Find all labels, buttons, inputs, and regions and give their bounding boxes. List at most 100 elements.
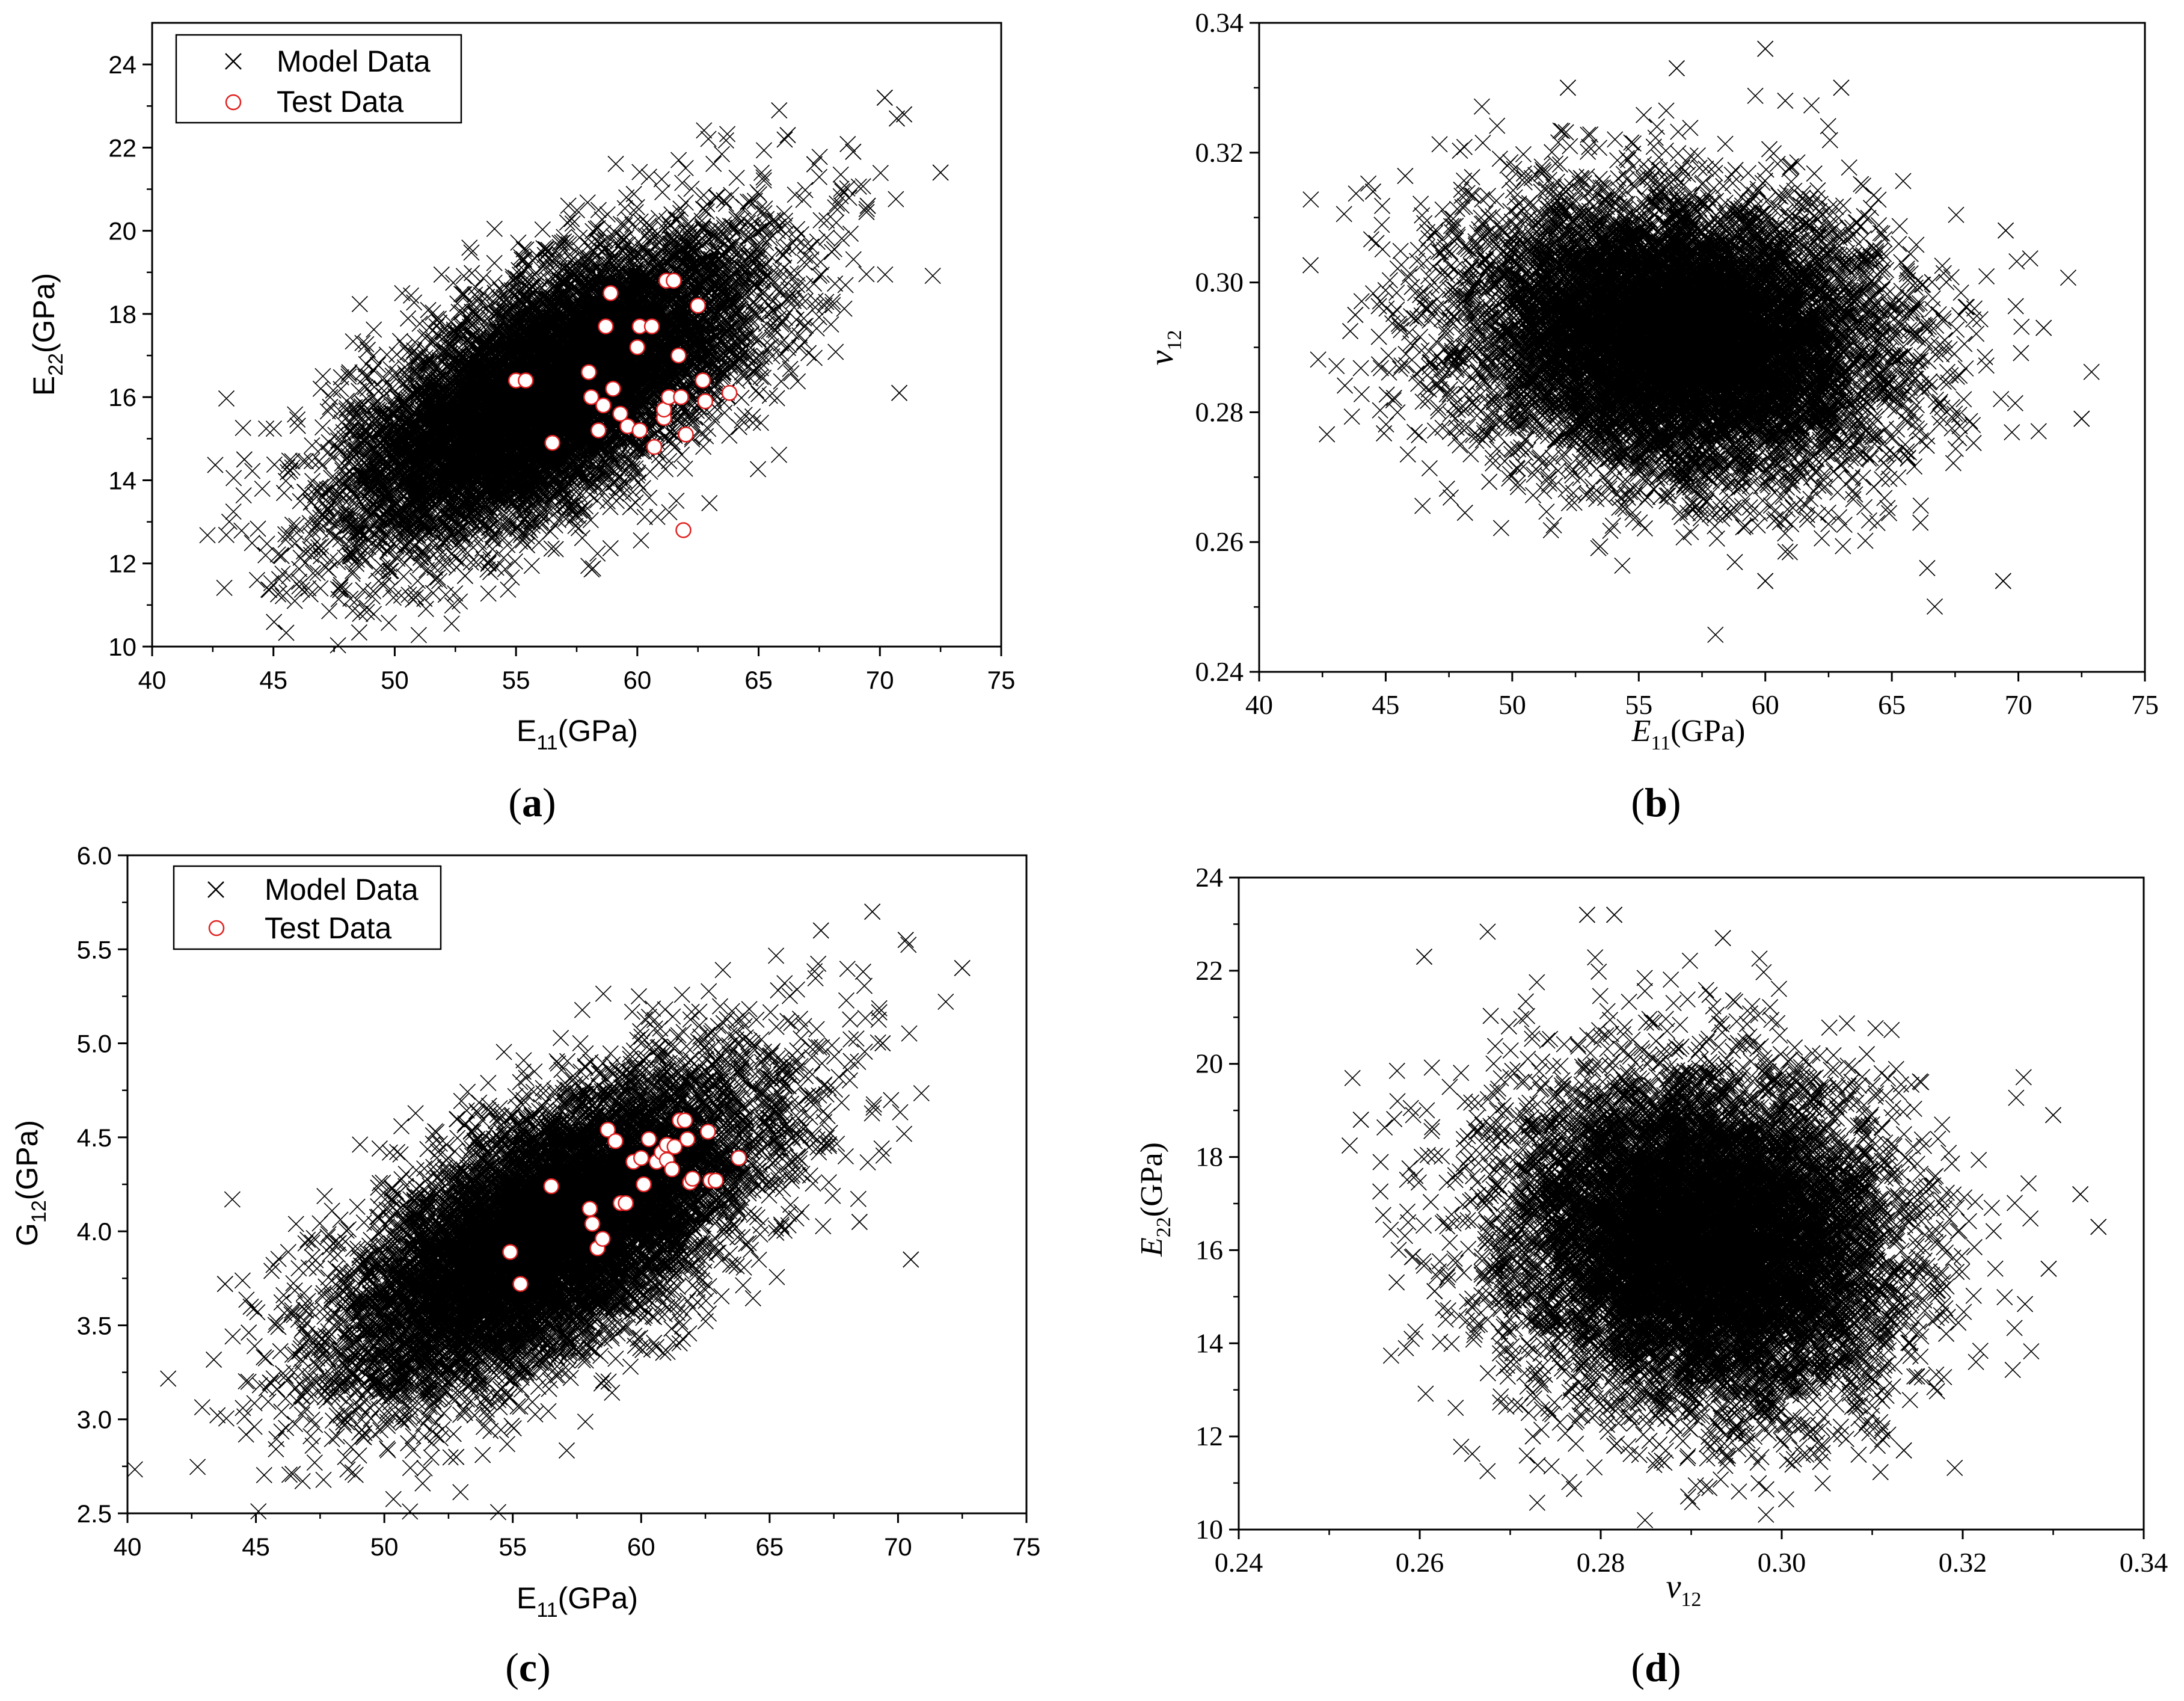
plot-border	[151, 22, 1002, 648]
model-point	[1347, 306, 1364, 324]
model-outlier-points	[236, 89, 949, 585]
model-point	[1997, 222, 2014, 239]
panel-d: 0.24 0.26 0.28 0.30 0.32 0.34 10 12 14 16 18 20 22 2…	[1135, 862, 2168, 1690]
y-tick-label: 22	[1195, 955, 1223, 986]
x-tick-label: 65	[744, 666, 773, 694]
x-tick-labels: 40 45 50 55 60 65 70 75	[138, 666, 1016, 694]
x-tick-label: 40	[1245, 689, 1273, 720]
test-point	[731, 1149, 747, 1166]
model-point	[1668, 60, 1686, 77]
y-tick-label: 18	[108, 300, 136, 328]
panel-b: 40 45 50 55 60 65 70 75 0.24 0.26 0.28 0.30 0.32 0.3…	[1143, 7, 2159, 825]
y-axis-label: G12(GPa)	[10, 1120, 51, 1246]
test-point	[684, 1170, 701, 1187]
y-tick-label: 20	[1195, 1048, 1223, 1079]
model-point	[932, 164, 949, 181]
y-tick-label: 10	[1195, 1514, 1223, 1545]
x-tick-labels: 0.24 0.26 0.28 0.30 0.32 0.34	[1215, 1547, 2168, 1578]
y-tick-label: 0.26	[1195, 526, 1244, 557]
legend-label-test: Test Data	[265, 911, 391, 945]
y-tick-label: 0.30	[1195, 267, 1244, 298]
y-tick-label: 0.34	[1195, 7, 1244, 38]
test-point	[590, 422, 607, 438]
x-tick-label: 75	[987, 666, 1016, 694]
test-point	[598, 318, 614, 334]
model-point	[374, 559, 391, 576]
test-point	[605, 381, 621, 397]
model-point	[845, 143, 862, 160]
y-tick-label: 5.5	[77, 935, 112, 964]
y-tick-label: 12	[1195, 1421, 1223, 1451]
model-point	[1833, 79, 1850, 96]
y-tick-label: 0.28	[1195, 396, 1244, 427]
y-tick-label: 5.0	[77, 1030, 112, 1058]
test-point	[595, 397, 612, 414]
x-tick-label: 0.28	[1577, 1547, 1625, 1578]
plot-border	[126, 854, 1028, 1515]
model-point	[1606, 906, 1623, 923]
axis-ticks	[1229, 876, 2145, 1539]
panel-c: 40 45 50 55 60 65 70 75 2.5 3.0 3.5 4.0 4.5 5.0 5.5 6.…	[10, 841, 1040, 1690]
x-tick-label: 70	[884, 1533, 912, 1561]
test-point	[629, 339, 646, 355]
model-point	[448, 1448, 465, 1465]
legend-box	[175, 34, 462, 124]
test-point	[670, 347, 687, 364]
test-point	[502, 1244, 518, 1260]
model-point	[2044, 1107, 2062, 1124]
y-tick-label: 4.5	[77, 1124, 112, 1152]
model-point	[806, 156, 823, 173]
legend-label-test: Test Data	[277, 85, 403, 118]
test-point	[631, 422, 648, 438]
x-tick-label: 55	[1625, 689, 1652, 720]
x-tick-label: 0.34	[2120, 1547, 2168, 1578]
model-point	[1364, 183, 1382, 200]
model-data-cloud	[1302, 87, 2100, 643]
model-outlier-points	[1347, 40, 2090, 589]
test-point	[678, 426, 694, 443]
legend-marker-model	[225, 53, 242, 70]
test-point	[583, 389, 600, 405]
model-point	[1559, 79, 1577, 96]
test-point	[690, 297, 706, 314]
model-point	[1757, 40, 1774, 57]
x-axis-label: E11(GPa)	[517, 714, 638, 754]
test-point	[607, 1133, 624, 1149]
legend: Model Data Test Data	[175, 34, 462, 124]
x-tick-label: 45	[1372, 689, 1399, 720]
x-tick-label: 60	[623, 666, 651, 694]
y-tick-labels: 10 12 14 16 18 20 22 24	[1195, 862, 1223, 1545]
model-point	[1895, 1442, 1912, 1459]
model-point	[1714, 930, 1731, 947]
model-point	[456, 567, 474, 585]
y-tick-label: 2.5	[77, 1500, 112, 1528]
y-tick-label: 3.5	[77, 1311, 112, 1340]
plot-border	[1258, 22, 2146, 673]
y-tick-label: 24	[1195, 862, 1223, 893]
model-point	[1578, 906, 1596, 923]
x-tick-label: 60	[1752, 689, 1779, 720]
test-point	[646, 438, 663, 455]
test-point	[700, 1124, 716, 1140]
y-tick-label: 0.24	[1195, 656, 1244, 687]
test-point	[676, 1112, 693, 1128]
model-point	[236, 451, 253, 468]
test-point	[618, 1195, 634, 1211]
x-tick-label: 45	[242, 1533, 270, 1561]
test-point	[603, 285, 619, 301]
test-point	[640, 1131, 657, 1148]
y-axis-label: E22(GPa)	[1135, 1142, 1175, 1257]
y-tick-label: 16	[1195, 1234, 1223, 1265]
model-point	[1995, 573, 2011, 589]
x-tick-label: 70	[866, 666, 894, 694]
x-tick-label: 50	[370, 1533, 399, 1561]
model-point	[1524, 1428, 1541, 1445]
x-tick-label: 65	[1878, 689, 1906, 720]
test-point	[673, 389, 689, 405]
y-tick-label: 3.0	[77, 1406, 112, 1434]
model-outlier-points	[216, 903, 971, 1465]
model-point	[1416, 948, 1433, 965]
legend-marker-model	[207, 881, 224, 898]
x-tick-label: 0.32	[1939, 1547, 1987, 1578]
model-point	[876, 89, 893, 106]
